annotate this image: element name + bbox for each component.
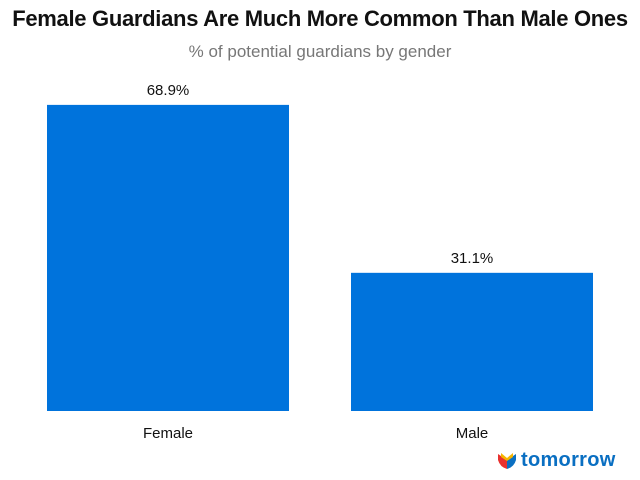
x-tick-label: Female	[143, 425, 193, 442]
bar-female	[47, 104, 289, 411]
data-label: 68.9%	[147, 82, 190, 99]
brand-name: tomorrow	[521, 449, 616, 471]
bar-male	[351, 272, 593, 411]
chart-title: Female Guardians Are Much More Common Th…	[12, 6, 628, 31]
x-tick-label: Male	[456, 425, 489, 442]
chart-subtitle: % of potential guardians by gender	[188, 42, 452, 61]
data-label: 31.1%	[451, 250, 494, 267]
tomorrow-logo-icon	[498, 452, 516, 469]
brand-logo: tomorrow	[497, 449, 616, 472]
